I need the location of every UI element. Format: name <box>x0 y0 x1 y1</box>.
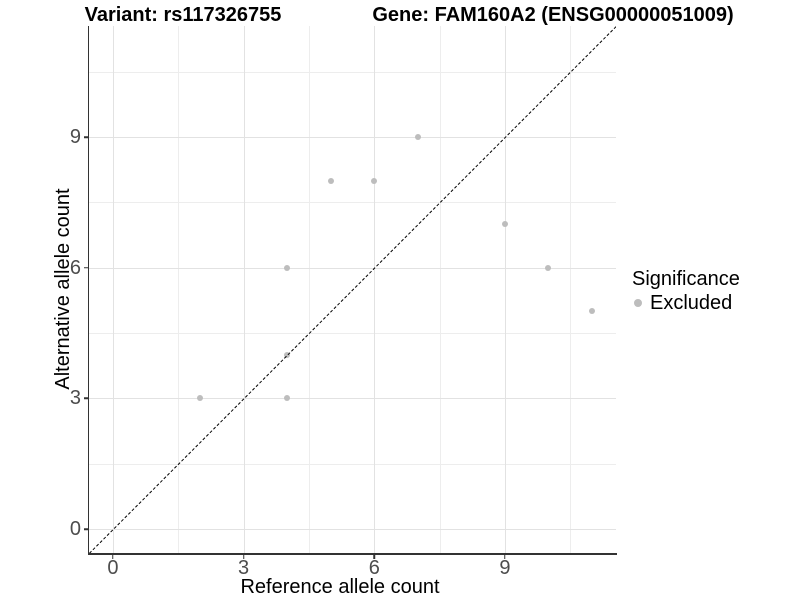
legend-title: Significance <box>632 268 740 290</box>
data-point <box>501 221 508 228</box>
x-tick-mark <box>112 554 114 559</box>
y-tick-mark <box>83 136 88 138</box>
x-minor-gridline <box>570 26 572 553</box>
data-point <box>414 134 421 141</box>
y-major-gridline <box>89 137 616 139</box>
x-minor-gridline <box>178 26 180 553</box>
data-point <box>284 264 291 271</box>
x-tick-marks <box>89 554 616 560</box>
y-axis-line <box>87 26 89 555</box>
y-major-gridline <box>89 529 616 531</box>
x-major-gridline <box>374 26 376 553</box>
identity-line <box>89 26 616 553</box>
y-tick-mark <box>83 528 88 530</box>
x-major-gridline <box>504 26 506 553</box>
y-minor-gridline <box>89 333 616 335</box>
excluded-point-icon <box>634 299 642 307</box>
legend: Significance Excluded <box>632 269 740 313</box>
plot-panel <box>89 26 616 553</box>
data-point <box>545 264 552 271</box>
x-axis-title: Reference allele count <box>240 576 440 598</box>
x-tick-labels: 0 3 6 9 <box>89 558 616 582</box>
y-tick-mark <box>83 397 88 400</box>
y-major-gridline <box>89 398 616 400</box>
y-tick-label: 0 <box>69 518 81 541</box>
gene-title: Gene: FAM160A2 (ENSG00000051009) <box>372 4 734 26</box>
x-tick-label: 3 <box>238 557 250 579</box>
y-tick-label: 9 <box>69 126 81 149</box>
x-tick-mark <box>242 554 245 559</box>
x-tick-mark <box>373 554 376 559</box>
y-minor-gridline <box>89 202 616 204</box>
x-tick-label: 9 <box>499 557 511 579</box>
data-point <box>589 308 596 315</box>
x-minor-gridline <box>308 26 310 553</box>
x-tick-mark <box>504 554 506 559</box>
y-tick-label: 6 <box>69 256 81 279</box>
variant-title: Variant: rs117326755 <box>84 4 282 26</box>
y-tick-labels: 0 3 6 9 <box>45 26 81 553</box>
data-point <box>284 395 291 402</box>
y-major-gridline <box>89 267 616 269</box>
data-point <box>327 177 334 184</box>
x-axis-line <box>87 553 617 555</box>
x-minor-gridline <box>439 26 441 553</box>
x-tick-label: 0 <box>107 557 119 579</box>
legend-item: Excluded <box>632 293 740 313</box>
y-tick-label: 3 <box>69 387 81 410</box>
y-tick-marks <box>83 26 89 553</box>
legend-item-label: Excluded <box>650 292 733 314</box>
y-tick-mark <box>83 266 88 269</box>
data-point <box>371 177 378 184</box>
y-minor-gridline <box>89 71 616 73</box>
x-major-gridline <box>112 26 114 553</box>
data-point <box>197 395 204 402</box>
x-tick-label: 6 <box>368 557 380 579</box>
data-point <box>284 351 291 358</box>
x-major-gridline <box>243 26 245 553</box>
y-axis-title: Alternative allele count <box>52 188 74 390</box>
y-minor-gridline <box>89 463 616 465</box>
